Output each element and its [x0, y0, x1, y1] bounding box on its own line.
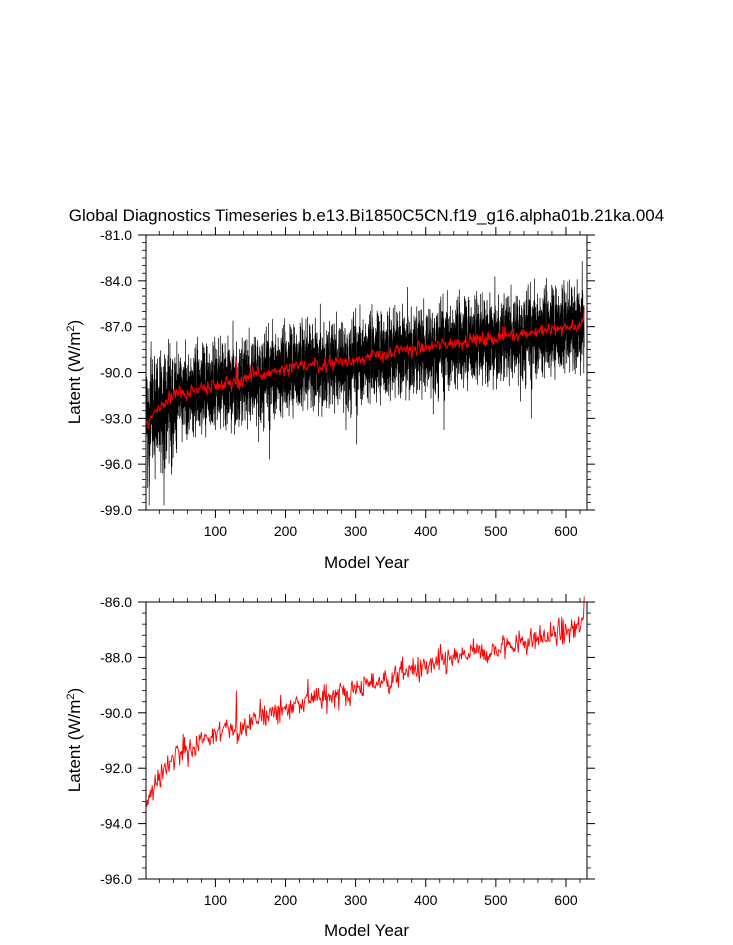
bottom-x-tick-label: 600 [554, 892, 578, 908]
bottom-x-tick-label: 300 [344, 892, 368, 908]
top-x-tick-label: 100 [204, 523, 228, 539]
top-y-tick-label: -99.0 [100, 502, 132, 518]
bottom-x-tick-label: 100 [204, 892, 228, 908]
top-y-axis-label-superscript: 2 [65, 325, 77, 331]
bottom-x-tick-label: 500 [484, 892, 508, 908]
top-series-annual-mean-line [145, 308, 585, 430]
top-y-tick-label: -84.0 [100, 273, 132, 289]
top-y-axis-label-text: Latent (W/m [65, 332, 84, 425]
bottom-series-annual-mean-line [145, 596, 585, 807]
bottom-y-tick-label: -88.0 [100, 649, 132, 665]
bottom-y-tick-label: -96.0 [100, 871, 132, 887]
top-series-monthly-line [145, 260, 585, 506]
bottom-y-tick-label: -86.0 [100, 594, 132, 610]
top-y-tick-label: -90.0 [100, 365, 132, 381]
top-y-tick-label: -87.0 [100, 319, 132, 335]
top-x-tick-label: 200 [274, 523, 298, 539]
bottom-x-axis-label: Model Year [324, 921, 409, 940]
bottom-y-axis-label-superscript: 2 [65, 693, 77, 699]
top-x-tick-label: 600 [554, 523, 578, 539]
top-x-tick-label: 300 [344, 523, 368, 539]
bottom-y-tick-label: -90.0 [100, 705, 132, 721]
top-y-axis-label: Latent (W/m2) [65, 320, 84, 424]
top-x-axis-label: Model Year [324, 553, 409, 572]
top-y-tick-label: -93.0 [100, 410, 132, 426]
bottom-x-tick-label: 200 [274, 892, 298, 908]
bottom-y-tick-label: -94.0 [100, 816, 132, 832]
top-x-tick-label: 500 [484, 523, 508, 539]
top-y-tick-label: -81.0 [100, 227, 132, 243]
bottom-y-tick-label: -92.0 [100, 760, 132, 776]
top-y-axis-label-close: ) [65, 320, 84, 326]
bottom-plot-frame [145, 601, 588, 880]
bottom-x-tick-label: 400 [414, 892, 438, 908]
bottom-y-axis-label-text: Latent (W/m [65, 700, 84, 793]
bottom-y-axis-label: Latent (W/m2) [65, 688, 84, 792]
top-x-tick-label: 400 [414, 523, 438, 539]
top-y-tick-label: -96.0 [100, 456, 132, 472]
top-chart-title: Global Diagnostics Timeseries b.e13.Bi18… [69, 206, 664, 225]
bottom-y-axis-label-close: ) [65, 688, 84, 694]
